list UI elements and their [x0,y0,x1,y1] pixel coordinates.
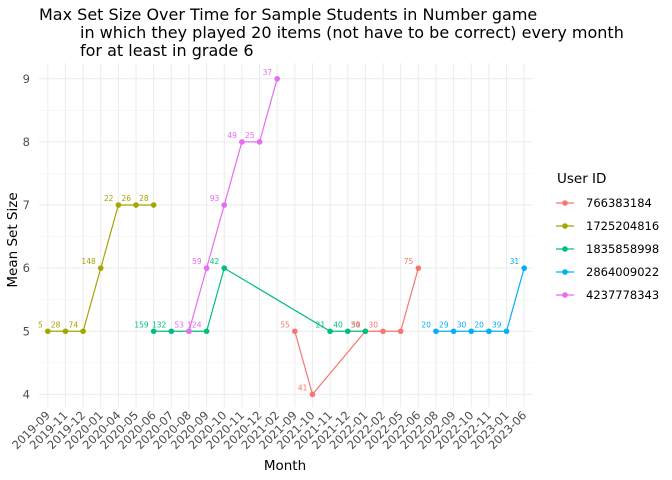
data-label: 22 [104,194,114,203]
data-point [256,139,263,145]
legend-key-point [562,269,568,275]
y-axis-title: Mean Set Size [5,192,21,287]
data-label: 26 [121,194,131,203]
data-point [203,265,210,271]
legend-title: User ID [557,171,606,187]
series-line [294,267,419,396]
data-point [45,328,51,335]
data-point [186,328,192,335]
legend-key-point [562,246,568,252]
data-label: 29 [439,320,449,329]
legend-key-point [562,200,568,206]
y-tick-label: 4 [23,387,30,401]
data-label: 75 [404,257,414,266]
legend-label: 1725204816 [586,219,659,233]
data-point [221,265,228,271]
data-label: 40 [333,320,343,329]
series-line [153,267,366,332]
chart-title-line-2: in which they played 20 items (not have … [80,23,624,42]
data-label: 159 [134,320,149,329]
data-point [150,202,157,208]
data-label: 30 [457,320,467,329]
y-axis: 4 5 6 7 8 9 [23,72,30,402]
legend-key-point [562,223,568,229]
data-label: 54 [351,320,361,329]
data-point [362,328,369,335]
data-label: 30 [351,320,361,329]
y-tick-label: 9 [23,72,30,86]
data-point [450,328,457,335]
data-point [327,328,333,335]
series-line [188,78,278,332]
data-label: 53 [174,320,184,329]
data-point [415,265,422,271]
data-label: 28 [51,320,61,329]
data-point [521,265,527,271]
data-point [97,265,104,271]
y-tick-label: 5 [23,324,30,338]
y-tick-label: 8 [23,135,30,149]
data-point [309,391,316,398]
legend-label: 1835858998 [586,242,659,256]
data-label: 74 [69,320,79,329]
data-label: 30 [351,320,361,329]
chart-title-line-3: for at least in grade 6 [80,41,254,60]
data-label: 37 [263,68,273,77]
data-point [239,139,245,145]
data-point [62,328,69,335]
data-point [80,328,86,335]
series-line [435,267,525,332]
data-label: 28 [139,194,149,203]
data-point [203,328,210,335]
data-label: 148 [81,257,96,266]
data-point [486,328,492,335]
chart-title: Max Set Size Over Time for Sample Studen… [39,5,624,60]
data-point [133,202,139,208]
x-axis-title: Month [264,458,306,474]
legend-label: 766383184 [586,196,652,210]
grid-lines [39,63,533,407]
data-label: 30 [368,320,378,329]
data-label: 41 [298,383,308,392]
series-lines [45,75,527,398]
legend: User ID 766383184 1725204816 1835858998 286… [556,171,659,302]
data-point [503,328,510,335]
data-label: 20 [474,320,484,329]
data-point [292,328,298,335]
data-point [274,75,280,82]
data-label: 39 [492,320,502,329]
data-point [380,328,386,335]
y-tick-label: 6 [23,261,30,275]
data-label: 42 [210,257,220,266]
data-point [221,202,228,208]
data-point [344,328,351,335]
data-label: 20 [421,320,431,329]
legend-key-point [562,292,568,298]
data-label: 21 [316,320,326,329]
legend-label: 2864009022 [586,265,659,279]
data-point [115,202,122,208]
x-axis: 2019-092019-112019-122020-012020-042020-… [9,408,529,452]
data-label: 49 [227,131,237,140]
data-label: 55 [280,320,290,329]
data-point [397,328,404,335]
data-point [468,328,475,335]
data-label: 25 [245,131,255,140]
chart-title-line-1: Max Set Size Over Time for Sample Studen… [39,5,537,24]
data-label: 59 [192,257,202,266]
data-label: 31 [510,257,520,266]
data-point [433,328,439,335]
legend-label: 4237778343 [586,288,659,302]
data-point [150,328,157,335]
data-label: 5 [38,320,43,329]
data-label: 132 [152,320,167,329]
data-label: 93 [210,194,220,203]
data-point [168,328,175,335]
data-label: 124 [187,320,202,329]
y-tick-label: 7 [23,198,30,212]
